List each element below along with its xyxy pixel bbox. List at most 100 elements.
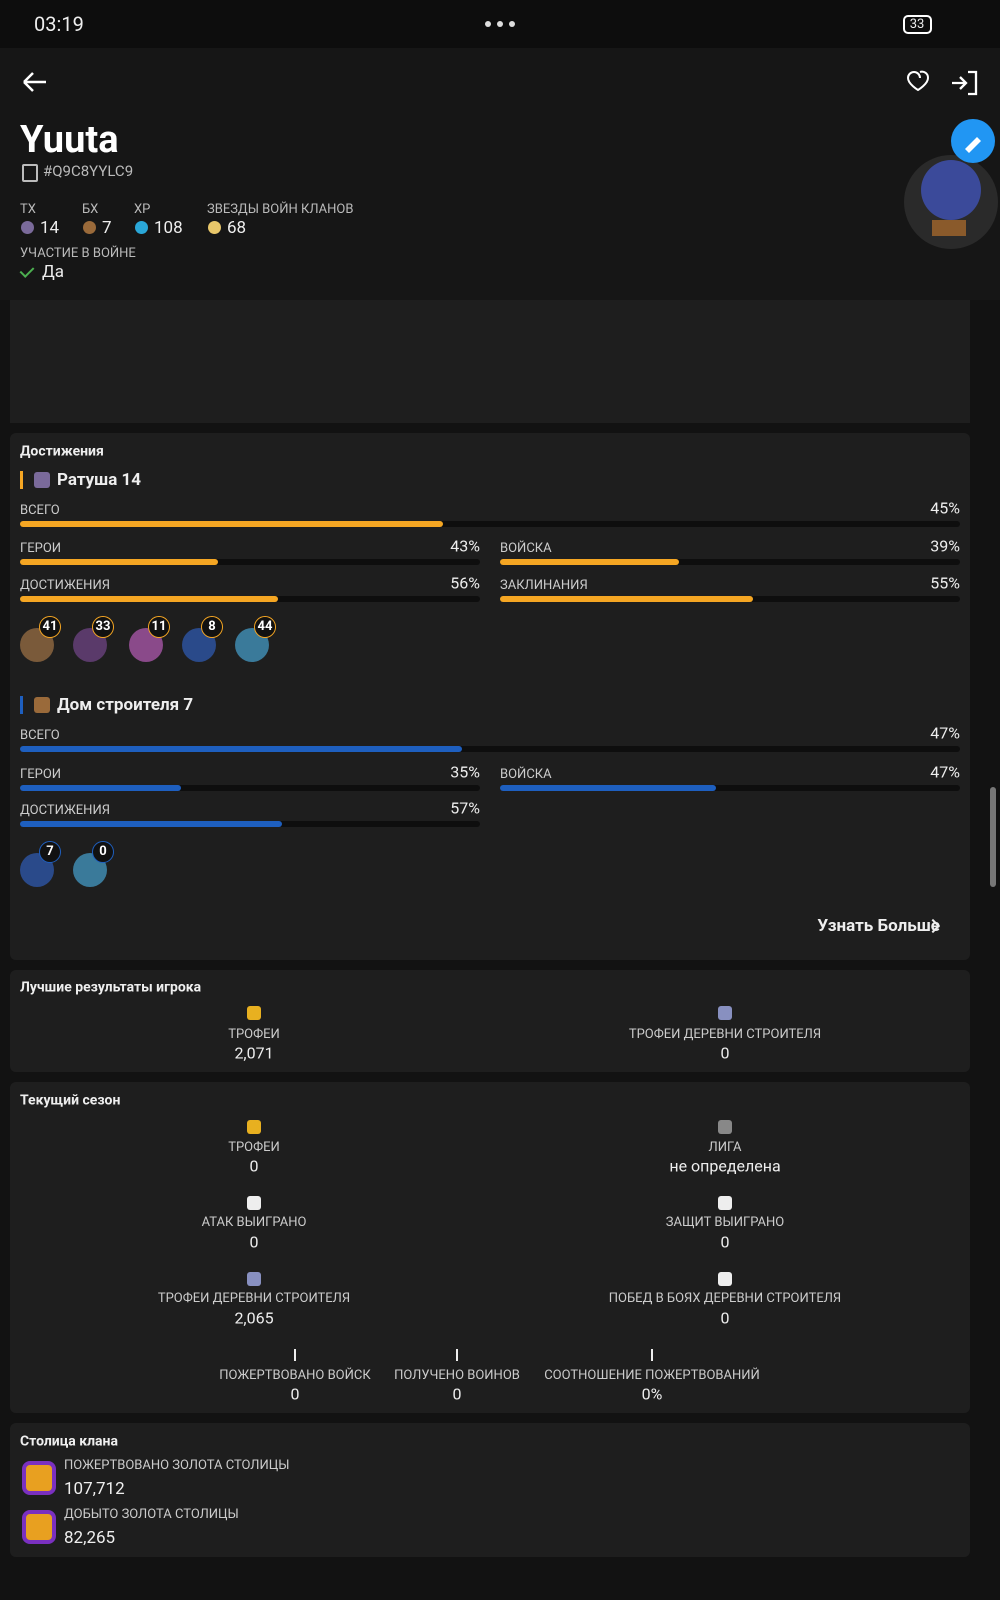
item-icon [247,1120,261,1134]
item-label: ТРОФЕИ [228,1140,280,1156]
bar-label: ГЕРОИ [20,541,62,557]
bar-fill [500,559,680,565]
bar-value: 57% [450,798,480,818]
bar-value: 45% [930,498,960,518]
bar-fill [20,559,218,565]
hero-level: 33 [95,619,111,635]
item-value: 0 [452,1384,462,1404]
item-value: не определена [669,1156,781,1176]
player-name: Yuuta [20,118,119,163]
bar-value: 43% [450,536,480,556]
section-accent [20,696,23,714]
stat-label: XP [134,202,151,218]
card-title: Столица клана [20,1433,118,1450]
hero-badge [254,616,276,638]
stat-icon [208,221,221,234]
season-card [10,1082,970,1413]
player-tag: #Q9C8YYLC9 [43,162,134,180]
bar-label: ВОЙСКА [500,767,552,783]
copy-icon [22,164,38,182]
item-label: ПОЖЕРТВОВАНО ЗОЛОТА СТОЛИЦЫ [64,1458,290,1474]
item-label: ПОЖЕРТВОВАНО ВОЙСК [219,1368,371,1384]
item-label: ПОЛУЧЕНО ВОИНОВ [394,1368,520,1384]
achievements-card [10,433,970,960]
hero-level: 8 [208,619,216,635]
avatar-balloon [921,160,981,220]
card-title: Достижения [20,443,104,460]
capital-icon [22,1461,56,1495]
section-title: Дом строителя 7 [57,694,194,715]
bar-value: 39% [930,536,960,556]
more-link[interactable]: Узнать Больше [817,915,940,936]
hero-level: 44 [257,619,273,635]
hero-level: 7 [46,844,54,860]
card-title: Лучшие результаты игрока [20,979,202,996]
section-icon [34,697,50,713]
item-icon [718,1272,732,1286]
hero-badge [148,616,170,638]
stat-icon [21,221,34,234]
item-label: АТАК ВЫИГРАНО [201,1215,307,1231]
back-button[interactable] [23,72,46,92]
bar-value: 47% [930,762,960,782]
item-label: ТРОФЕИ ДЕРЕВНИ СТРОИТЕЛЯ [628,1027,822,1043]
bar-value: 55% [930,573,960,593]
war-value: Да [42,261,65,282]
item-label: СООТНОШЕНИЕ ПОЖЕРТВОВАНИЙ [544,1368,760,1384]
bar-value: 56% [450,573,480,593]
item-value: 107,712 [64,1478,125,1499]
battery-icon [903,15,932,34]
item-value: 0 [720,1308,730,1328]
hero-level: 11 [151,619,167,635]
trophy-icon [718,1006,732,1020]
hero-badge [92,616,114,638]
item-label: ЗАЩИТ ВЫИГРАНО [665,1215,785,1231]
item-icon [247,1196,261,1210]
profile-header [0,48,1000,300]
item-value: 0 [249,1232,259,1252]
bar-fill [20,821,283,827]
bar-fill [500,785,717,791]
stat-icon [83,221,96,234]
exit-button[interactable] [952,70,978,96]
item-value: 0% [641,1384,663,1404]
bar-label: ДОСТИЖЕНИЯ [20,578,110,594]
bar-label: ЗАКЛИНАНИЯ [500,578,588,594]
bar-fill [20,746,462,752]
trophy-icon [247,1006,261,1020]
item-label: ТРОФЕИ [228,1027,280,1043]
stat-value: 7 [102,217,112,238]
bar-track [20,746,960,752]
item-label: ПОБЕД В БОЯХ ДЕРЕВНИ СТРОИТЕЛЯ [608,1291,842,1307]
item-value: 82,265 [64,1527,116,1548]
bar-label: ГЕРОИ [20,767,62,783]
bar-label: ВОЙСКА [500,541,552,557]
battery-level: 33 [909,17,925,33]
bar-value: 35% [450,762,480,782]
bar-track [500,785,960,791]
bar-track [20,785,480,791]
item-value: 0 [249,1156,259,1176]
item-value: 0 [720,1232,730,1252]
stat-value: 68 [227,217,247,238]
stat-label: TX [20,202,36,218]
stat-label: ЗВЕЗДЫ ВОЙН КЛАНОВ [207,202,354,218]
stat-value: 108 [154,217,183,238]
bar-fill [500,596,753,602]
hero-badge [92,841,114,863]
best-card [10,970,970,1072]
bar-label: ВСЕГО [20,503,60,519]
item-label: ТРОФЕИ ДЕРЕВНИ СТРОИТЕЛЯ [157,1291,351,1307]
bar-label: ДОСТИЖЕНИЯ [20,803,110,819]
bar-track [20,521,960,527]
bar-fill [20,596,278,602]
bar-value: 47% [930,723,960,743]
item-icon [718,1196,732,1210]
bar-fill [20,785,181,791]
empty-card [10,300,970,423]
item-icon [247,1272,261,1286]
capital-icon [22,1510,56,1544]
favorite-button[interactable] [906,70,929,92]
capital-card [10,1423,970,1557]
